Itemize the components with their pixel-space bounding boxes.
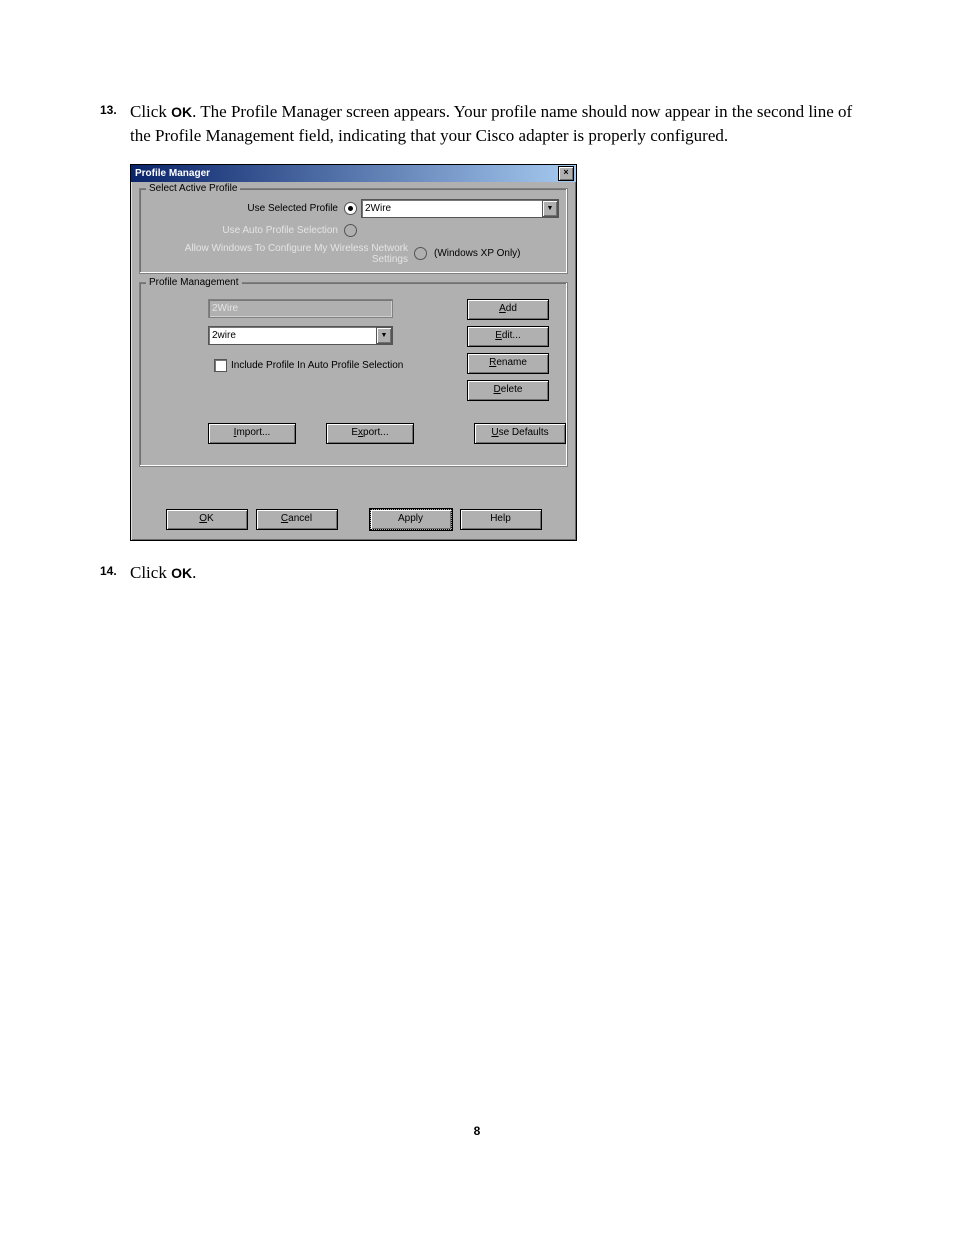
use-auto-radio[interactable] bbox=[344, 224, 357, 237]
rename-button[interactable]: Rename bbox=[467, 353, 549, 374]
include-profile-label: Include Profile In Auto Profile Selectio… bbox=[231, 360, 403, 371]
step-text: Click OK. The Profile Manager screen app… bbox=[130, 100, 854, 148]
use-selected-label: Use Selected Profile bbox=[148, 203, 344, 214]
windows-xp-hint: (Windows XP Only) bbox=[434, 248, 521, 259]
dialog-button-row: OK Cancel Apply Help bbox=[139, 509, 568, 530]
delete-button[interactable]: Delete bbox=[467, 380, 549, 401]
select-active-profile-group: Select Active Profile Use Selected Profi… bbox=[139, 188, 568, 274]
ok-button[interactable]: OK bbox=[166, 509, 248, 530]
profile-combo[interactable]: 2wire ▼ bbox=[208, 326, 393, 345]
instruction-step-13: 13. Click OK. The Profile Manager screen… bbox=[100, 100, 854, 148]
chevron-down-icon[interactable]: ▼ bbox=[542, 200, 558, 217]
step-text: Click OK. bbox=[130, 561, 196, 585]
export-button[interactable]: Export... bbox=[326, 423, 414, 444]
step-number: 14. bbox=[100, 561, 130, 585]
import-button[interactable]: Import... bbox=[208, 423, 296, 444]
use-selected-radio[interactable] bbox=[344, 202, 357, 215]
group-title: Profile Management bbox=[146, 277, 242, 288]
add-button[interactable]: Add bbox=[467, 299, 549, 320]
instruction-step-14: 14. Click OK. bbox=[100, 561, 854, 585]
chevron-down-icon[interactable]: ▼ bbox=[376, 327, 392, 344]
use-auto-label: Use Auto Profile Selection bbox=[148, 225, 344, 236]
profile-management-group: Profile Management 2Wire 2wire ▼ Include… bbox=[139, 282, 568, 467]
include-profile-checkbox[interactable] bbox=[214, 359, 227, 372]
title-text: Profile Manager bbox=[135, 168, 210, 179]
group-title: Select Active Profile bbox=[146, 183, 240, 194]
profile-name-disabled: 2Wire bbox=[208, 299, 393, 318]
cancel-button[interactable]: Cancel bbox=[256, 509, 338, 530]
use-defaults-button[interactable]: Use Defaults bbox=[474, 423, 566, 444]
step-number: 13. bbox=[100, 100, 130, 148]
close-icon[interactable]: × bbox=[558, 166, 574, 181]
profile-manager-dialog: Profile Manager × Select Active Profile … bbox=[130, 164, 577, 541]
allow-windows-label: Allow Windows To Configure My Wireless N… bbox=[148, 243, 414, 265]
apply-button[interactable]: Apply bbox=[370, 509, 452, 530]
edit-button[interactable]: Edit... bbox=[467, 326, 549, 347]
page-number: 8 bbox=[100, 1124, 854, 1138]
help-button[interactable]: Help bbox=[460, 509, 542, 530]
use-selected-combo[interactable]: 2Wire ▼ bbox=[361, 199, 559, 218]
allow-windows-radio[interactable] bbox=[414, 247, 427, 260]
title-bar: Profile Manager × bbox=[131, 165, 576, 182]
